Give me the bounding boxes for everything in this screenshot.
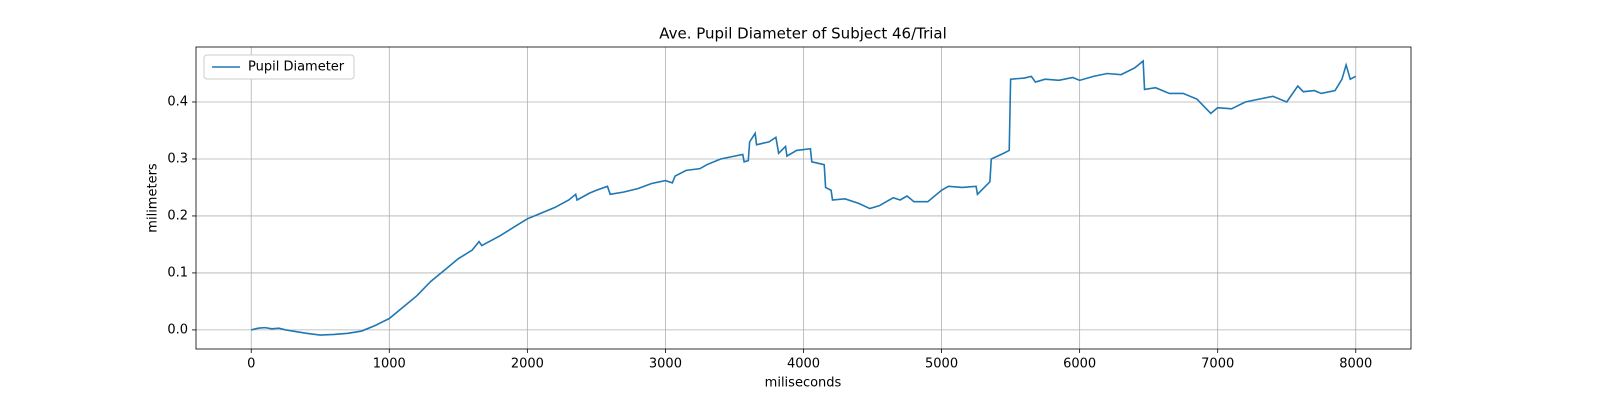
legend-label: Pupil Diameter xyxy=(248,60,345,75)
chart-title: Ave. Pupil Diameter of Subject 46/Trial xyxy=(659,25,947,43)
x-tick-label: 2000 xyxy=(511,357,544,372)
x-tick-label: 5000 xyxy=(925,357,958,372)
x-tick-label: 8000 xyxy=(1339,357,1372,372)
y-tick-label: 0.3 xyxy=(167,151,188,166)
y-tick-label: 0.4 xyxy=(167,94,188,109)
x-tick-label: 0 xyxy=(247,357,255,372)
x-tick-label: 4000 xyxy=(787,357,820,372)
y-tick-label: 0.1 xyxy=(167,265,188,280)
x-tick-label: 6000 xyxy=(1063,357,1096,372)
y-tick-label: 0.2 xyxy=(167,208,188,223)
x-tick-label: 1000 xyxy=(373,357,406,372)
legend-box xyxy=(203,54,355,80)
data-line xyxy=(251,59,1357,336)
x-tick-label: 3000 xyxy=(649,357,682,372)
x-axis-label: miliseconds xyxy=(765,376,842,391)
y-tick-label: 0.0 xyxy=(167,322,188,337)
axes-frame xyxy=(195,46,1412,350)
y-axis-label: milimeters xyxy=(146,163,161,233)
x-tick-label: 7000 xyxy=(1201,357,1234,372)
